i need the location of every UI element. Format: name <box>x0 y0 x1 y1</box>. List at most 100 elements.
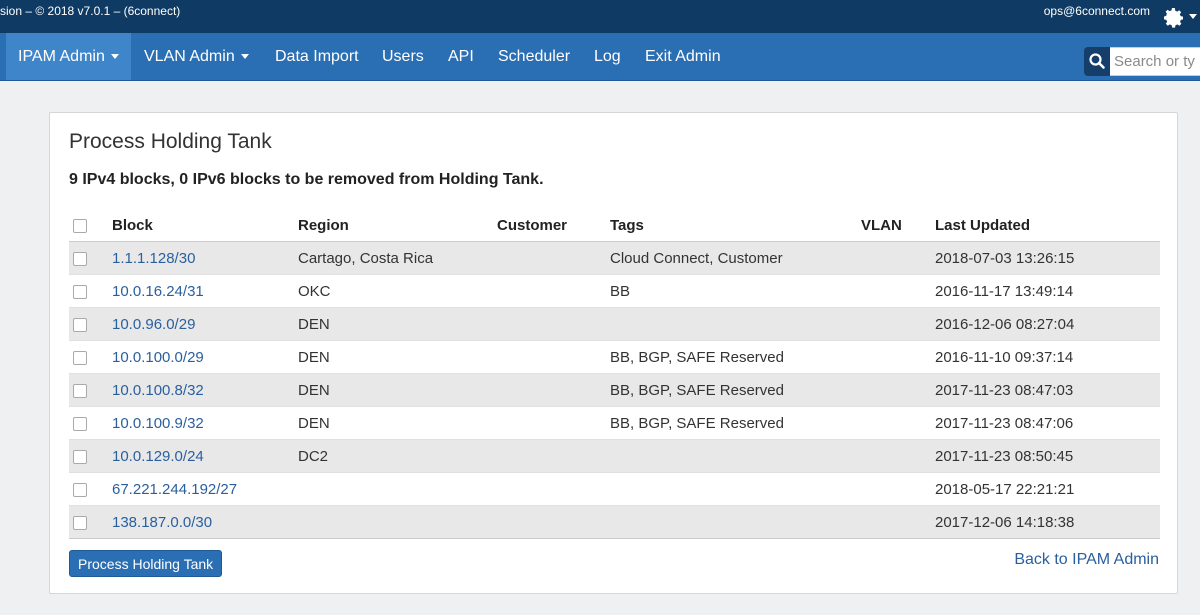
updated-cell: 2018-07-03 13:26:15 <box>935 241 1160 275</box>
top-bar: sion – © 2018 v7.0.1 – (6connect) ops@6c… <box>0 0 1200 33</box>
updated-cell: 2017-11-23 08:47:06 <box>935 406 1160 440</box>
nav-exit-admin[interactable]: Exit Admin <box>645 48 721 65</box>
back-to-ipam-admin-link[interactable]: Back to IPAM Admin <box>1014 551 1159 568</box>
table-row: 10.0.16.24/31 OKC BB 2016-11-17 13:49:14 <box>69 274 1160 308</box>
vlan-cell <box>861 439 935 473</box>
nav-log[interactable]: Log <box>594 48 621 65</box>
user-email[interactable]: ops@6connect.com <box>1043 4 1150 18</box>
table-row: 67.221.244.192/27 2018-05-17 22:21:21 <box>69 472 1160 506</box>
process-holding-tank-button[interactable]: Process Holding Tank <box>69 550 223 577</box>
table-row: 1.1.1.128/30 Cartago, Costa Rica Cloud C… <box>69 241 1160 275</box>
select-all-checkbox[interactable] <box>73 218 87 233</box>
table-row: 138.187.0.0/30 2017-12-06 14:18:38 <box>69 505 1160 539</box>
updated-cell: 2017-11-23 08:47:03 <box>935 373 1160 407</box>
row-checkbox[interactable] <box>73 515 87 530</box>
page-title: Process Holding Tank <box>69 130 272 153</box>
row-checkbox[interactable] <box>73 251 87 266</box>
chevron-down-icon <box>110 54 119 60</box>
region-cell: DC2 <box>298 439 497 473</box>
column-header-vlan[interactable]: VLAN <box>861 209 935 242</box>
row-checkbox[interactable] <box>73 317 87 332</box>
block-link[interactable]: 10.0.96.0/29 <box>112 315 196 333</box>
column-header-tags[interactable]: Tags <box>610 209 861 242</box>
table-row: 10.0.96.0/29 DEN 2016-12-06 08:27:04 <box>69 307 1160 341</box>
nav-scheduler[interactable]: Scheduler <box>498 48 571 65</box>
row-checkbox[interactable] <box>73 416 87 431</box>
column-header-last-updated[interactable]: Last Updated <box>935 209 1160 242</box>
nav-users[interactable]: Users <box>382 48 424 65</box>
chevron-down-icon[interactable] <box>1189 14 1197 19</box>
nav-vlan-admin-label: VLAN Admin <box>144 48 235 65</box>
search-input[interactable] <box>1110 47 1200 76</box>
region-cell: DEN <box>298 307 497 341</box>
tags-cell <box>610 505 861 539</box>
column-header-customer[interactable]: Customer <box>497 209 610 242</box>
updated-cell: 2018-05-17 22:21:21 <box>935 472 1160 506</box>
table-header-row: Block Region Customer Tags VLAN Last Upd… <box>69 209 1160 242</box>
vlan-cell <box>861 241 935 275</box>
block-link[interactable]: 1.1.1.128/30 <box>112 249 196 267</box>
vlan-cell <box>861 373 935 407</box>
vlan-cell <box>861 505 935 539</box>
customer-cell <box>497 274 610 308</box>
row-checkbox[interactable] <box>73 449 87 464</box>
column-header-region[interactable]: Region <box>298 209 497 242</box>
updated-cell: 2016-11-17 13:49:14 <box>935 274 1160 308</box>
customer-cell <box>497 406 610 440</box>
vlan-cell <box>861 472 935 506</box>
search-button[interactable] <box>1084 47 1110 76</box>
customer-cell <box>497 241 610 275</box>
customer-cell <box>497 505 610 539</box>
block-link[interactable]: 10.0.100.9/32 <box>112 414 204 432</box>
block-link[interactable]: 10.0.100.8/32 <box>112 381 204 399</box>
row-checkbox[interactable] <box>73 284 87 299</box>
nav-ipam-admin[interactable]: IPAM Admin <box>6 33 131 80</box>
customer-cell <box>497 340 610 374</box>
region-cell: DEN <box>298 340 497 374</box>
holding-tank-panel: Process Holding Tank 9 IPv4 blocks, 0 IP… <box>49 112 1178 594</box>
tags-cell: BB, BGP, SAFE Reserved <box>610 406 861 440</box>
region-cell <box>298 472 497 506</box>
nav-vlan-admin[interactable]: VLAN Admin <box>132 33 261 80</box>
search-icon <box>1089 53 1105 69</box>
tags-cell: Cloud Connect, Customer <box>610 241 861 275</box>
customer-cell <box>497 439 610 473</box>
customer-cell <box>497 472 610 506</box>
search-box <box>1084 47 1200 76</box>
block-link[interactable]: 67.221.244.192/27 <box>112 480 238 498</box>
table-row: 10.0.100.0/29 DEN BB, BGP, SAFE Reserved… <box>69 340 1160 374</box>
nav-ipam-admin-label: IPAM Admin <box>18 48 105 65</box>
customer-cell <box>497 373 610 407</box>
main-nav: IPAM Admin VLAN Admin Data Import Users … <box>0 33 1200 81</box>
table-row: 10.0.129.0/24 DC2 2017-11-23 08:50:45 <box>69 439 1160 473</box>
region-cell: Cartago, Costa Rica <box>298 241 497 275</box>
nav-api[interactable]: API <box>448 48 474 65</box>
tags-cell <box>610 439 861 473</box>
updated-cell: 2017-12-06 14:18:38 <box>935 505 1160 539</box>
summary-text: 9 IPv4 blocks, 0 IPv6 blocks to be remov… <box>69 171 544 188</box>
tags-cell: BB <box>610 274 861 308</box>
block-link[interactable]: 10.0.129.0/24 <box>112 447 204 465</box>
vlan-cell <box>861 406 935 440</box>
table-row: 10.0.100.9/32 DEN BB, BGP, SAFE Reserved… <box>69 406 1160 440</box>
block-link[interactable]: 10.0.16.24/31 <box>112 282 204 300</box>
vlan-cell <box>861 274 935 308</box>
region-cell: OKC <box>298 274 497 308</box>
vlan-cell <box>861 340 935 374</box>
updated-cell: 2016-12-06 08:27:04 <box>935 307 1160 341</box>
row-checkbox[interactable] <box>73 383 87 398</box>
table-row: 10.0.100.8/32 DEN BB, BGP, SAFE Reserved… <box>69 373 1160 407</box>
chevron-down-icon <box>240 54 249 60</box>
block-link[interactable]: 10.0.100.0/29 <box>112 348 204 366</box>
region-cell: DEN <box>298 373 497 407</box>
region-cell <box>298 505 497 539</box>
updated-cell: 2017-11-23 08:50:45 <box>935 439 1160 473</box>
block-link[interactable]: 138.187.0.0/30 <box>112 513 213 531</box>
version-text: sion – © 2018 v7.0.1 – (6connect) <box>0 4 181 18</box>
nav-data-import[interactable]: Data Import <box>275 48 359 65</box>
row-checkbox[interactable] <box>73 482 87 497</box>
row-checkbox[interactable] <box>73 350 87 365</box>
column-header-block[interactable]: Block <box>112 209 298 242</box>
gear-icon[interactable] <box>1162 6 1186 30</box>
blocks-table: Block Region Customer Tags VLAN Last Upd… <box>69 209 1160 539</box>
